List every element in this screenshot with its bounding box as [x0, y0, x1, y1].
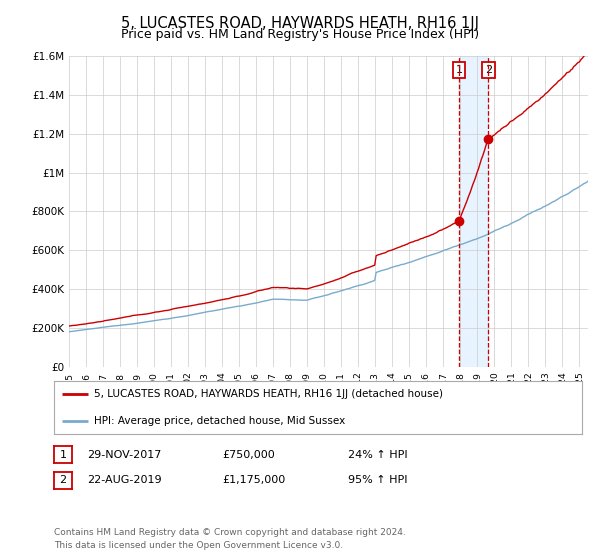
Text: 1: 1 [455, 65, 463, 75]
Bar [459, 56, 488, 367]
Text: 29-NOV-2017: 29-NOV-2017 [87, 450, 161, 460]
Text: 2: 2 [485, 65, 492, 75]
Text: 22-AUG-2019: 22-AUG-2019 [87, 475, 161, 486]
Text: 2: 2 [59, 475, 67, 486]
Text: 24% ↑ HPI: 24% ↑ HPI [348, 450, 407, 460]
Text: HPI: Average price, detached house, Mid Sussex: HPI: Average price, detached house, Mid … [94, 416, 345, 426]
Text: 95% ↑ HPI: 95% ↑ HPI [348, 475, 407, 486]
Text: Contains HM Land Registry data © Crown copyright and database right 2024.
This d: Contains HM Land Registry data © Crown c… [54, 529, 406, 550]
Text: £1,175,000: £1,175,000 [222, 475, 285, 486]
Text: 1: 1 [59, 450, 67, 460]
Text: 5, LUCASTES ROAD, HAYWARDS HEATH, RH16 1JJ: 5, LUCASTES ROAD, HAYWARDS HEATH, RH16 1… [121, 16, 479, 31]
Text: £750,000: £750,000 [222, 450, 275, 460]
Text: Price paid vs. HM Land Registry's House Price Index (HPI): Price paid vs. HM Land Registry's House … [121, 28, 479, 41]
Text: 5, LUCASTES ROAD, HAYWARDS HEATH, RH16 1JJ (detached house): 5, LUCASTES ROAD, HAYWARDS HEATH, RH16 1… [94, 389, 443, 399]
